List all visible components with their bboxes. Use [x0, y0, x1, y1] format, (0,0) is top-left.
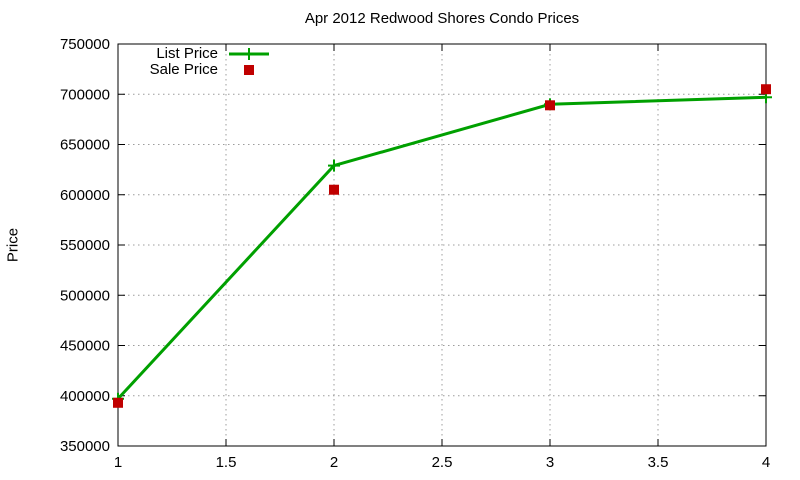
y-tick-label: 600000	[60, 187, 110, 204]
sale-price-point	[113, 397, 123, 408]
x-tick-label: 1	[114, 454, 122, 471]
x-tick-label: 4	[762, 454, 770, 471]
legend-item-list-price: List Price	[110, 46, 272, 62]
legend-label-list-price: List Price	[156, 45, 218, 62]
y-tick-label: 650000	[60, 137, 110, 154]
legend-label-sale-price: Sale Price	[149, 61, 218, 78]
list-price-line	[116, 95, 767, 400]
x-tick-label: 1.5	[216, 454, 237, 471]
sale-price-point	[545, 100, 555, 111]
x-tick-label: 2.5	[432, 454, 453, 471]
chart-title: Apr 2012 Redwood Shores Condo Prices	[304, 10, 580, 27]
x-tick-label: 3.5	[648, 454, 669, 471]
y-tick-label: 350000	[60, 438, 110, 455]
y-tick-label: 550000	[60, 237, 110, 254]
y-tick-label: 450000	[60, 338, 110, 355]
line-plus-marker-icon	[229, 48, 269, 60]
y-tick-label: 750000	[60, 36, 110, 53]
legend-item-sale-price: Sale Price	[110, 62, 272, 78]
sale-price-point	[761, 84, 771, 95]
legend: List Price Sale Price	[110, 46, 272, 78]
x-tick-label: 2	[330, 454, 338, 471]
y-tick-label: 400000	[60, 388, 110, 405]
square-marker-icon	[244, 65, 254, 75]
y-tick-label: 500000	[60, 287, 110, 304]
x-tick-label: 3	[546, 454, 554, 471]
y-tick-label: 700000	[60, 86, 110, 103]
plot-border	[117, 43, 767, 447]
sale-price-point	[329, 184, 339, 195]
